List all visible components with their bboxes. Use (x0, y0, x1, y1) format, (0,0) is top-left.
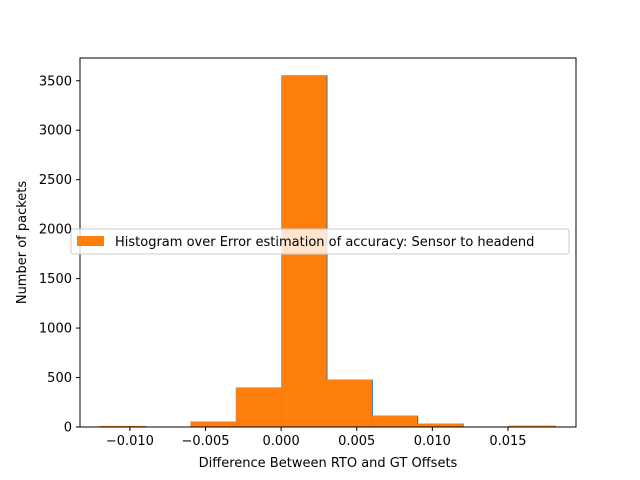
y-tick-label: 2000 (39, 223, 72, 238)
y-tick-label: 1000 (39, 322, 72, 337)
y-tick-label: 500 (47, 371, 72, 386)
histogram-bar (326, 379, 372, 427)
x-tick-label: 0.000 (263, 434, 300, 449)
y-tick-label: 3000 (39, 124, 72, 139)
x-axis-label: Difference Between RTO and GT Offsets (199, 456, 458, 471)
legend: Histogram over Error estimation of accur… (70, 228, 570, 255)
y-tick-label: 2500 (39, 173, 72, 188)
y-axis-label: Number of packets (15, 181, 30, 305)
histogram-bar (190, 421, 236, 427)
x-tick-label: 0.015 (489, 434, 526, 449)
y-tick-label: 0 (64, 421, 72, 436)
y-axis-ticks: 0 500 1000 1500 2000 2500 3000 3500 (39, 74, 80, 436)
x-axis-ticks: −0.010 −0.005 0.000 0.005 0.010 0.015 (106, 427, 527, 449)
histogram-bar (417, 423, 463, 427)
y-tick-label: 3500 (39, 74, 72, 89)
x-tick-label: −0.005 (181, 434, 229, 449)
x-tick-label: −0.010 (106, 434, 154, 449)
legend-box (70, 228, 570, 255)
x-tick-label: 0.005 (338, 434, 375, 449)
histogram-bar (507, 425, 555, 427)
histogram-bar (371, 415, 418, 427)
legend-label: Histogram over Error estimation of accur… (115, 235, 534, 250)
x-tick-label: 0.010 (414, 434, 451, 449)
legend-swatch (77, 236, 104, 246)
y-tick-label: 1500 (39, 272, 72, 287)
histogram-bar (235, 387, 282, 427)
